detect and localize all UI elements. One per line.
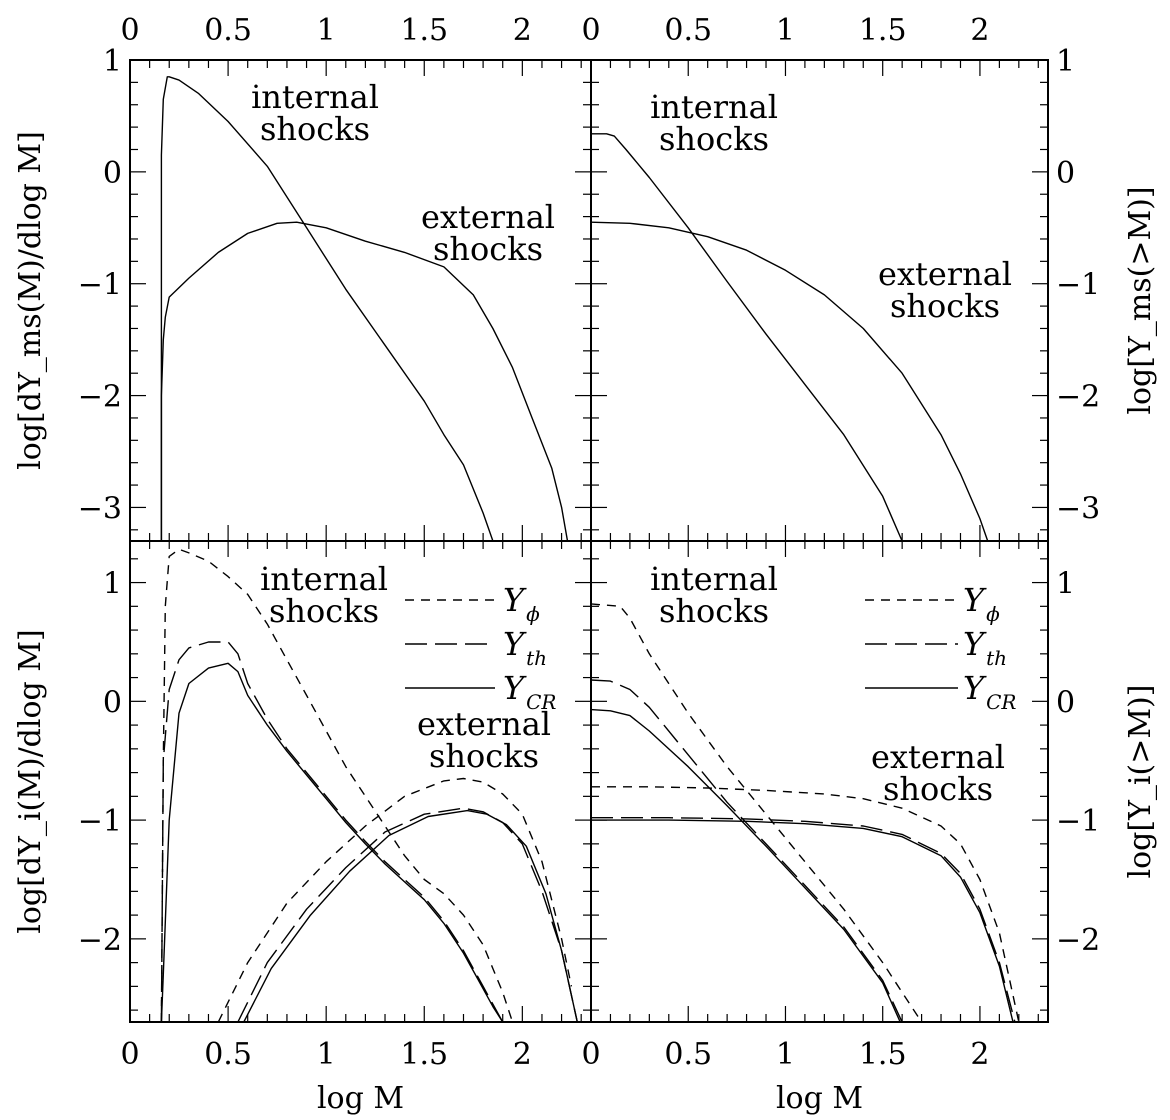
x-axis-label: log M <box>776 1081 863 1116</box>
annotation-text: shocks <box>269 592 379 630</box>
series-line <box>591 221 989 541</box>
series-line <box>591 133 903 541</box>
x-tick-label: 0 <box>120 13 139 48</box>
x-tick-label: 0 <box>581 1037 600 1072</box>
plot-frame <box>590 540 1049 1023</box>
annotation-text: external <box>421 198 555 236</box>
series-line <box>591 603 923 1022</box>
y-tick-label: −3 <box>1056 491 1100 526</box>
y-tick-label: 1 <box>1056 567 1075 602</box>
x-tick-label: 1.5 <box>400 1037 448 1072</box>
y-tick-label: −1 <box>78 804 122 839</box>
x-tick-label: 2 <box>970 13 989 48</box>
series-line <box>591 817 1016 1022</box>
series-line <box>591 786 1020 1022</box>
series-line <box>160 662 504 1022</box>
x-tick-label: 0.5 <box>204 13 252 48</box>
y-tick-label: −3 <box>78 491 122 526</box>
annotation-text: internal <box>251 78 379 116</box>
legend-label: Y CR <box>963 669 1017 714</box>
y-tick-label: −2 <box>1056 380 1100 415</box>
series-line <box>160 221 569 541</box>
x-tick-label: 1 <box>317 1037 336 1072</box>
annotation-text: external <box>417 705 551 743</box>
x-tick-label: 1 <box>776 1037 795 1072</box>
y-tick-label: −1 <box>1056 804 1100 839</box>
x-tick-label: 0 <box>581 13 600 48</box>
panel-bottom-left: 0 0.5 1 1.5 2 1 0 −1 −2 log[dY_i(M)/dlog M] log M i… <box>13 540 592 1116</box>
y-tick-label: 0 <box>1056 156 1075 191</box>
series-line <box>160 76 494 541</box>
x-tick-label: 0.5 <box>204 1037 252 1072</box>
y-axis-label: log[Y_i(>M)] <box>1123 685 1158 879</box>
annotation-text: shocks <box>260 110 370 148</box>
series-line <box>591 679 903 1022</box>
x-tick-label: 1 <box>776 13 795 48</box>
annotation-text: external <box>871 738 1005 776</box>
y-tick-label: 1 <box>103 567 122 602</box>
x-tick-label: 2 <box>970 1037 989 1072</box>
y-axis-label: log[Y_ms(>M)] <box>1123 186 1158 414</box>
annotation-text: internal <box>260 560 388 598</box>
annotation-text: internal <box>650 560 778 598</box>
annotation-text: shocks <box>659 592 769 630</box>
series-line <box>591 708 901 1022</box>
series-line <box>243 809 578 1022</box>
x-tick-label: 1 <box>317 13 336 48</box>
y-tick-label: 0 <box>103 156 122 191</box>
x-tick-label: 2 <box>513 1037 532 1072</box>
y-tick-label: −1 <box>1056 268 1100 303</box>
x-tick-label: 0.5 <box>664 1037 712 1072</box>
y-axis-label: log[dY_i(M)/dlog M] <box>13 629 48 933</box>
series-line <box>237 807 578 1022</box>
x-tick-label: 1.5 <box>400 13 448 48</box>
annotation-text: shocks <box>890 287 1000 325</box>
annotation-text: shocks <box>433 230 543 268</box>
y-tick-label: −2 <box>1056 923 1100 958</box>
x-tick-label: 1.5 <box>859 1037 907 1072</box>
series-line <box>160 641 504 1022</box>
y-tick-label: 1 <box>103 44 122 79</box>
y-axis-label: log[dY_ms(M)/dlog M] <box>13 131 48 470</box>
annotation-text: shocks <box>883 770 993 808</box>
x-tick-label: 2 <box>513 13 532 48</box>
panel-bottom-right: 0 0.5 1 1.5 2 1 0 −1 −2 log[Y_i(>M)]log M internal… <box>581 540 1158 1116</box>
annotation-text: external <box>878 255 1012 293</box>
annotation-text: shocks <box>659 120 769 158</box>
x-tick-label: 0.5 <box>664 13 712 48</box>
panel-top-right: 0 0.5 1 1.5 210−1−2−3log[Y_ms(>M)]internalsh… <box>581 13 1158 542</box>
x-tick-label: 1.5 <box>859 13 907 48</box>
y-tick-label: 1 <box>1056 44 1075 79</box>
annotation-text: internal <box>650 88 778 126</box>
x-tick-label: 0 <box>120 1037 139 1072</box>
y-tick-label: −1 <box>78 268 122 303</box>
series-line <box>217 777 573 1022</box>
y-tick-label: 0 <box>103 685 122 720</box>
y-tick-label: 0 <box>1056 685 1075 720</box>
x-axis-label: log M <box>317 1081 404 1116</box>
y-tick-label: −2 <box>78 923 122 958</box>
series-line <box>591 819 1014 1022</box>
annotation-text: shocks <box>429 737 539 775</box>
y-tick-label: −2 <box>78 380 122 415</box>
